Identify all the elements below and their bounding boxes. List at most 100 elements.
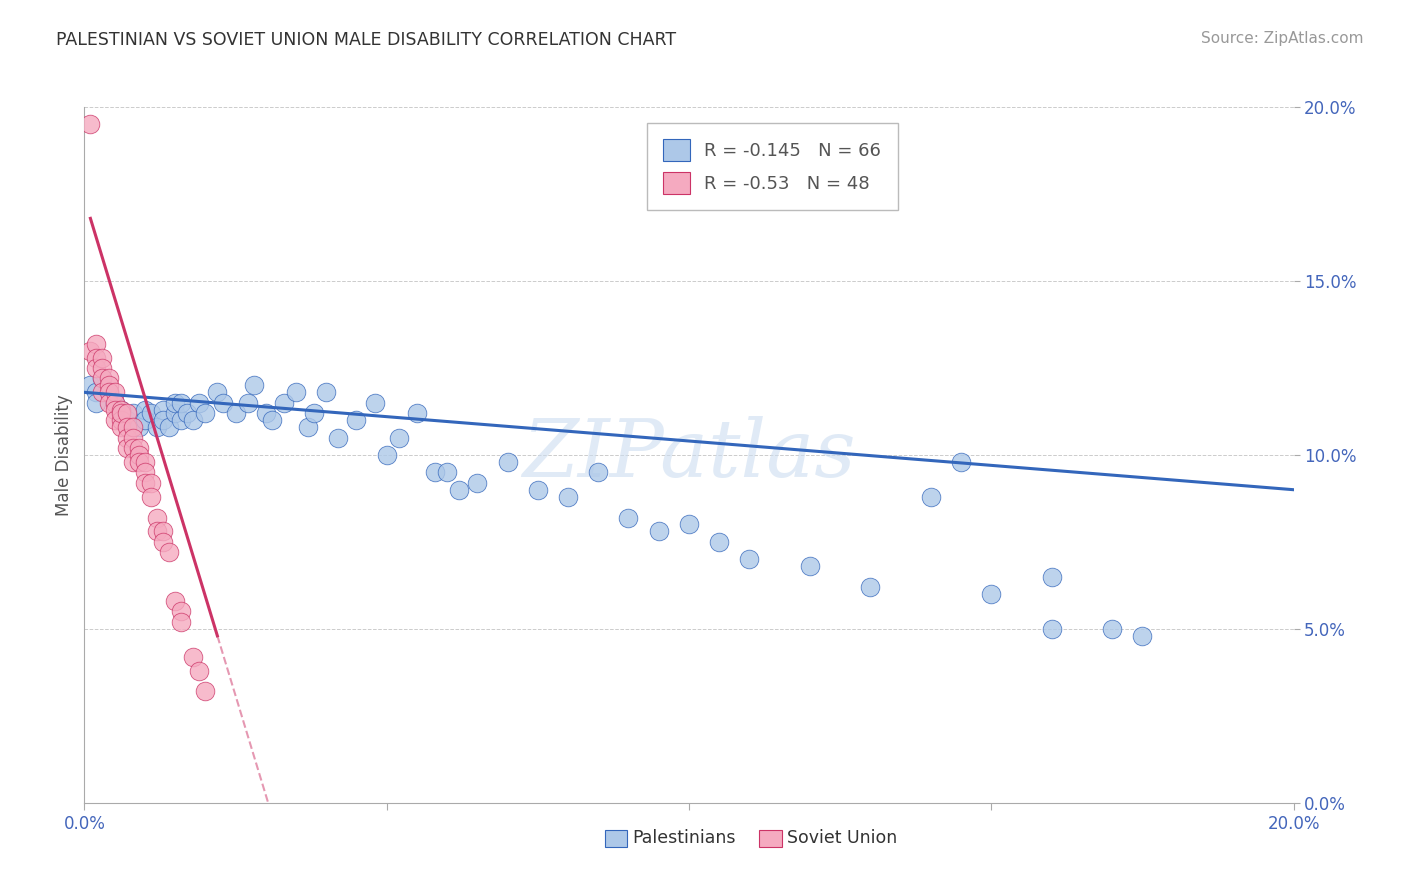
Point — [170, 396, 193, 410]
Point — [91, 385, 114, 400]
Point — [104, 396, 127, 410]
Point — [260, 413, 283, 427]
Point — [104, 396, 127, 410]
Point — [110, 402, 132, 417]
Point — [79, 378, 101, 392]
Text: Palestinians: Palestinians — [633, 830, 737, 847]
Point — [738, 552, 761, 566]
Point — [1040, 622, 1063, 636]
Point — [152, 524, 174, 539]
Point — [91, 360, 114, 375]
Point — [139, 490, 162, 504]
Point — [388, 431, 411, 445]
Point — [86, 336, 108, 351]
Point — [115, 441, 138, 455]
Point — [121, 455, 143, 469]
Point — [91, 351, 114, 365]
Point — [163, 406, 186, 420]
Point — [104, 385, 127, 400]
Point — [110, 413, 132, 427]
Text: Soviet Union: Soviet Union — [787, 830, 897, 847]
Point — [91, 371, 114, 385]
Point — [617, 510, 640, 524]
Point — [121, 441, 143, 455]
Point — [328, 431, 350, 445]
Point — [170, 605, 193, 619]
Point — [128, 455, 150, 469]
Point — [1130, 629, 1153, 643]
Point — [859, 580, 882, 594]
Point — [115, 406, 138, 420]
Point — [110, 406, 132, 420]
Point — [346, 413, 368, 427]
Point — [115, 431, 138, 445]
Point — [176, 406, 198, 420]
Point — [496, 455, 519, 469]
Point — [79, 117, 101, 131]
Point — [225, 406, 247, 420]
Point — [188, 664, 211, 678]
Point — [86, 351, 108, 365]
Point — [557, 490, 579, 504]
Legend: R = -0.145   N = 66, R = -0.53   N = 48: R = -0.145 N = 66, R = -0.53 N = 48 — [647, 123, 897, 211]
Point — [647, 524, 671, 539]
Point — [194, 684, 217, 698]
Point — [128, 441, 150, 455]
Point — [97, 378, 120, 392]
Point — [97, 396, 120, 410]
Point — [709, 534, 731, 549]
Point — [115, 413, 138, 427]
Point — [212, 396, 235, 410]
Point — [152, 413, 174, 427]
Y-axis label: Male Disability: Male Disability — [55, 394, 73, 516]
Point — [194, 406, 217, 420]
Point — [375, 448, 398, 462]
Text: ZIPatlas: ZIPatlas — [522, 417, 856, 493]
Point — [146, 510, 169, 524]
Point — [170, 615, 193, 629]
Point — [134, 466, 156, 480]
Point — [121, 431, 143, 445]
Point — [104, 413, 127, 427]
Point — [363, 396, 385, 410]
Point — [449, 483, 471, 497]
Point — [146, 420, 169, 434]
Text: PALESTINIAN VS SOVIET UNION MALE DISABILITY CORRELATION CHART: PALESTINIAN VS SOVIET UNION MALE DISABIL… — [56, 31, 676, 49]
Point — [97, 371, 120, 385]
Point — [104, 402, 127, 417]
Point — [157, 545, 180, 559]
Point — [134, 475, 156, 490]
Point — [188, 396, 211, 410]
Point — [181, 649, 204, 664]
Point — [79, 343, 101, 358]
Point — [86, 360, 108, 375]
Point — [980, 587, 1002, 601]
Point — [139, 475, 162, 490]
Point — [950, 455, 973, 469]
Point — [121, 406, 143, 420]
Point — [436, 466, 458, 480]
Point — [152, 402, 174, 417]
Point — [121, 420, 143, 434]
Point — [110, 402, 132, 417]
Point — [273, 396, 295, 410]
Point — [181, 413, 204, 427]
Point — [1101, 622, 1123, 636]
Point — [242, 378, 264, 392]
Point — [284, 385, 308, 400]
Point — [121, 420, 143, 434]
Point — [128, 420, 150, 434]
Point — [302, 406, 325, 420]
Point — [207, 385, 229, 400]
Point — [86, 385, 108, 400]
Point — [134, 413, 156, 427]
Point — [406, 406, 429, 420]
Point — [157, 420, 180, 434]
Point — [163, 594, 186, 608]
Point — [236, 396, 259, 410]
Point — [678, 517, 700, 532]
Point — [297, 420, 319, 434]
Point — [97, 385, 120, 400]
Point — [146, 524, 169, 539]
Point — [1040, 570, 1063, 584]
